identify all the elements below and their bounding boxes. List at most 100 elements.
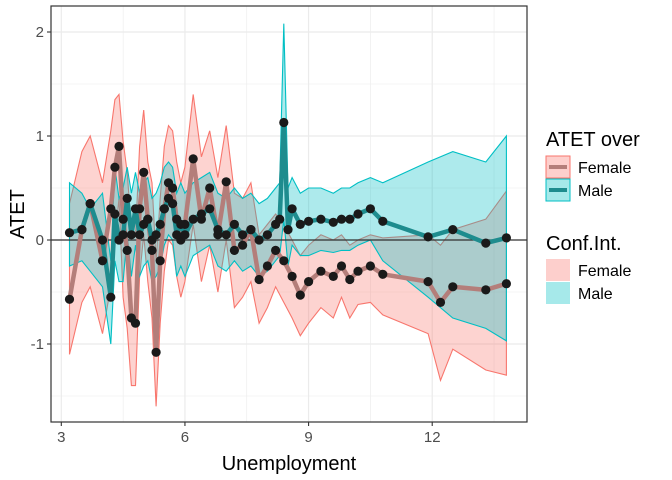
y-tick-label: 1 xyxy=(36,128,44,145)
data-point-female xyxy=(481,285,491,295)
data-point-female xyxy=(130,318,141,328)
data-point-female xyxy=(304,277,314,287)
data-point-male xyxy=(77,225,87,235)
panel-border xyxy=(50,5,528,423)
data-point-male xyxy=(188,214,198,224)
data-point-female xyxy=(110,162,120,172)
data-point-male xyxy=(423,232,433,242)
data-point-male xyxy=(336,214,347,224)
data-point-male xyxy=(85,199,95,209)
y-axis-label: ATET xyxy=(7,189,29,239)
data-point-male xyxy=(180,230,190,240)
data-point-female xyxy=(287,271,297,281)
data-point-female xyxy=(378,269,388,279)
plot-panel xyxy=(50,5,528,423)
x-axis-ticks: 3 6 9 12 xyxy=(57,422,441,446)
data-point-male xyxy=(328,217,338,227)
data-point-male xyxy=(378,216,388,226)
data-point-male xyxy=(110,209,120,219)
legend-title-atet: ATET over xyxy=(546,129,640,151)
data-point-male xyxy=(221,230,231,240)
data-point-male xyxy=(168,199,178,209)
data-point-female xyxy=(295,290,305,300)
y-tick-label: 2 xyxy=(36,24,44,41)
data-point-female xyxy=(168,183,178,193)
data-point-male xyxy=(122,193,132,203)
x-tick-label: 9 xyxy=(304,429,312,446)
data-point-male xyxy=(213,225,223,235)
data-point-male xyxy=(151,230,161,240)
data-point-male xyxy=(205,204,215,214)
data-point-female xyxy=(262,261,272,271)
data-point-male xyxy=(279,117,289,128)
data-point-female xyxy=(365,261,375,271)
data-point-female xyxy=(229,245,239,255)
data-point-male xyxy=(229,219,239,229)
data-point-female xyxy=(448,282,458,292)
data-point-male xyxy=(295,219,305,229)
data-point-male xyxy=(64,228,75,238)
data-point-male xyxy=(365,204,375,214)
data-point-male xyxy=(159,204,169,214)
data-point-male xyxy=(283,225,293,235)
legend-label-male-line: Male xyxy=(578,183,613,200)
x-tick-label: 6 xyxy=(181,429,189,446)
data-point-male xyxy=(118,230,128,240)
x-axis-label: Unemployment xyxy=(222,453,357,475)
data-point-male xyxy=(196,209,206,219)
data-point-male xyxy=(262,230,272,240)
data-point-male xyxy=(143,214,153,224)
data-point-male xyxy=(172,230,182,240)
x-tick-label: 3 xyxy=(57,429,65,446)
atet-points xyxy=(64,117,511,357)
legend-label-female-line: Female xyxy=(578,160,631,177)
data-point-female xyxy=(139,167,149,177)
data-point-female xyxy=(435,297,446,307)
data-point-male xyxy=(345,214,355,224)
data-point-male xyxy=(481,238,491,248)
data-point-male xyxy=(135,230,145,240)
legend-key-male-line xyxy=(545,178,571,202)
legend-label-female-band: Female xyxy=(578,263,631,280)
data-point-female xyxy=(279,256,289,266)
data-point-male xyxy=(246,225,256,235)
data-point-male xyxy=(316,214,326,224)
data-point-female xyxy=(155,256,165,266)
data-point-male xyxy=(287,204,297,214)
legend-swatch-male-band xyxy=(546,282,570,304)
y-tick-label: 0 xyxy=(36,232,44,249)
legend-title-ci: Conf.Int. xyxy=(546,233,622,255)
data-point-female xyxy=(64,294,75,304)
data-point-male xyxy=(155,219,165,229)
data-point-female xyxy=(345,274,355,285)
y-axis-ticks: -1 0 1 2 xyxy=(31,24,51,353)
data-point-male xyxy=(106,292,116,302)
x-tick-label: 12 xyxy=(424,429,441,446)
data-point-male xyxy=(304,216,314,226)
legend: ATET over Female Male Conf.Int. Female M… xyxy=(545,129,640,304)
legend-label-male-band: Male xyxy=(578,286,613,303)
data-point-female xyxy=(114,141,124,151)
data-point-female xyxy=(316,266,326,276)
y-tick-label: -1 xyxy=(31,336,44,353)
data-point-male xyxy=(448,225,458,235)
legend-key-female-line xyxy=(545,155,571,179)
data-point-male xyxy=(254,235,264,245)
data-point-male xyxy=(130,204,141,214)
data-point-female xyxy=(423,277,433,287)
data-point-female xyxy=(118,214,128,224)
data-point-male xyxy=(501,233,511,243)
data-point-male xyxy=(126,230,136,240)
data-point-female xyxy=(97,256,108,266)
data-point-female xyxy=(151,347,161,357)
data-point-female xyxy=(353,266,363,276)
data-point-female xyxy=(238,240,248,250)
data-point-female xyxy=(501,279,511,289)
data-point-male xyxy=(238,230,248,240)
data-point-female xyxy=(188,154,198,164)
data-point-female xyxy=(147,245,157,255)
legend-swatch-female-band xyxy=(546,259,570,281)
data-point-female xyxy=(221,177,231,187)
data-point-female xyxy=(254,274,264,285)
